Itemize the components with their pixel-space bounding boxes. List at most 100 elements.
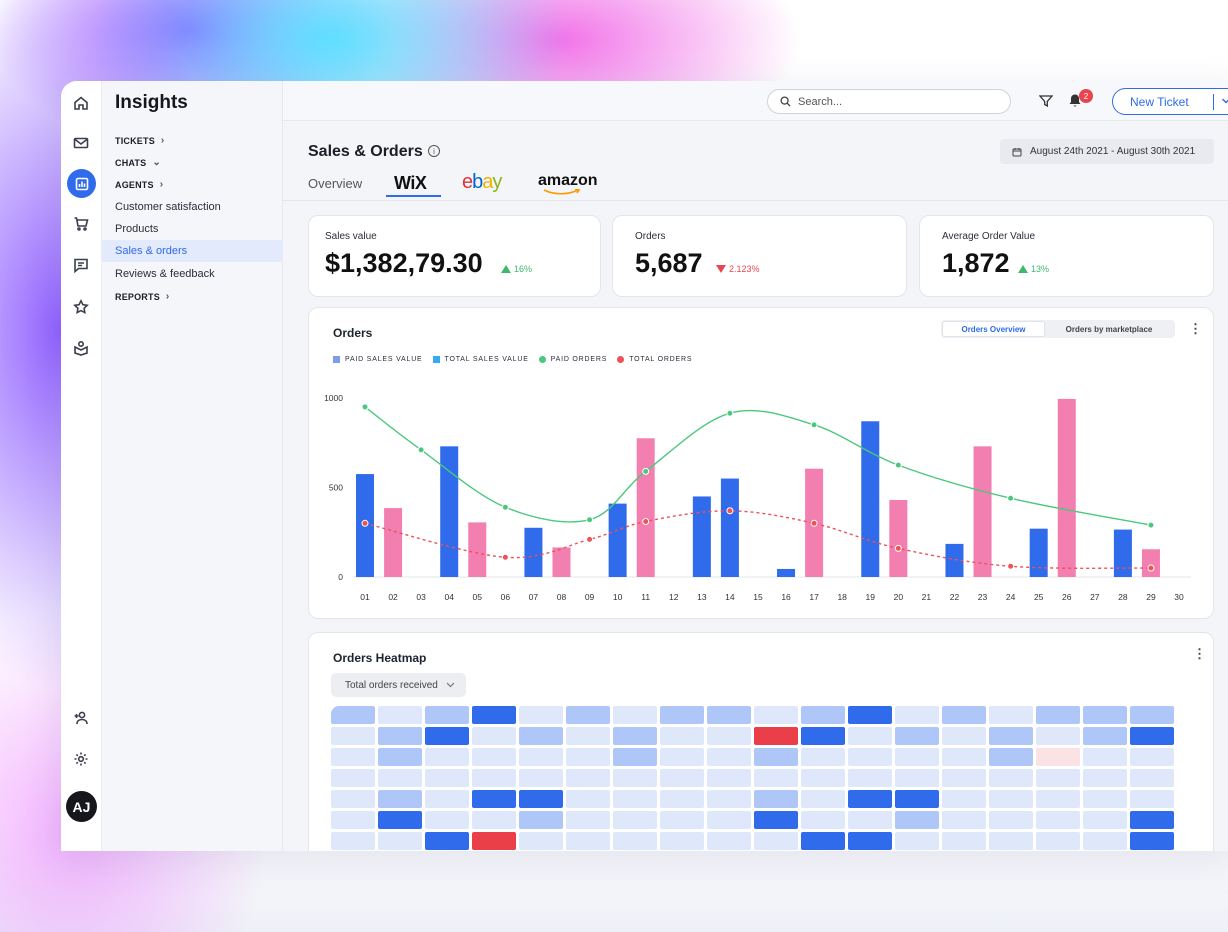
- heatmap-cell[interactable]: [613, 811, 657, 829]
- heatmap-cell[interactable]: [848, 790, 892, 808]
- heatmap-cell[interactable]: [1036, 790, 1080, 808]
- heatmap-cell[interactable]: [1083, 706, 1127, 724]
- heatmap-cell[interactable]: [425, 790, 469, 808]
- heatmap-cell[interactable]: [707, 727, 751, 745]
- heatmap-cell[interactable]: [613, 706, 657, 724]
- heatmap-cell[interactable]: [613, 832, 657, 850]
- heatmap-cell[interactable]: [754, 811, 798, 829]
- heatmap-cell[interactable]: [566, 727, 610, 745]
- cart-icon[interactable]: [69, 212, 93, 236]
- heatmap-cell[interactable]: [472, 727, 516, 745]
- heatmap-cell[interactable]: [801, 832, 845, 850]
- heatmap-cell[interactable]: [801, 790, 845, 808]
- heatmap-cell[interactable]: [425, 727, 469, 745]
- heatmap-cell[interactable]: [848, 706, 892, 724]
- heatmap-cell[interactable]: [425, 832, 469, 850]
- sidebar-section-agents[interactable]: AGENTS ›: [115, 179, 163, 190]
- heatmap-cell[interactable]: [519, 706, 563, 724]
- heatmap-cell[interactable]: [331, 790, 375, 808]
- heatmap-cell[interactable]: [1130, 832, 1174, 850]
- heatmap-cell[interactable]: [519, 832, 563, 850]
- heatmap-cell[interactable]: [848, 769, 892, 787]
- toggle-orders-overview[interactable]: Orders Overview: [942, 321, 1045, 337]
- heatmap-cell[interactable]: [989, 769, 1033, 787]
- insights-chart-icon[interactable]: [67, 169, 96, 198]
- heatmap-cell[interactable]: [1036, 769, 1080, 787]
- heatmap-cell[interactable]: [989, 811, 1033, 829]
- heatmap-cell[interactable]: [613, 748, 657, 766]
- home-icon[interactable]: [69, 91, 93, 115]
- heatmap-cell[interactable]: [1083, 832, 1127, 850]
- heatmap-cell[interactable]: [942, 811, 986, 829]
- heatmap-cell[interactable]: [519, 769, 563, 787]
- heatmap-cell[interactable]: [425, 706, 469, 724]
- heatmap-cell[interactable]: [1083, 790, 1127, 808]
- search-box[interactable]: [767, 89, 1011, 114]
- heatmap-cell[interactable]: [472, 811, 516, 829]
- heatmap-cell[interactable]: [895, 769, 939, 787]
- heatmap-cell[interactable]: [848, 727, 892, 745]
- heatmap-cell[interactable]: [519, 811, 563, 829]
- heatmap-cell[interactable]: [707, 790, 751, 808]
- heatmap-cell[interactable]: [660, 727, 704, 745]
- heatmap-cell[interactable]: [754, 706, 798, 724]
- heatmap-cell[interactable]: [660, 832, 704, 850]
- heatmap-cell[interactable]: [472, 769, 516, 787]
- heatmap-cell[interactable]: [1130, 769, 1174, 787]
- heatmap-cell[interactable]: [1036, 748, 1080, 766]
- star-icon[interactable]: [69, 295, 93, 319]
- heatmap-cell[interactable]: [472, 706, 516, 724]
- heatmap-cell[interactable]: [942, 790, 986, 808]
- bell-icon[interactable]: [1068, 93, 1082, 108]
- heatmap-cell[interactable]: [895, 727, 939, 745]
- heatmap-cell[interactable]: [566, 832, 610, 850]
- heatmap-cell[interactable]: [707, 832, 751, 850]
- heatmap-cell[interactable]: [989, 790, 1033, 808]
- tab-amazon[interactable]: amazon: [538, 172, 598, 195]
- sidebar-section-reports[interactable]: REPORTS ›: [115, 291, 169, 302]
- heatmap-cell[interactable]: [331, 748, 375, 766]
- heatmap-cell[interactable]: [942, 727, 986, 745]
- heatmap-cell[interactable]: [660, 811, 704, 829]
- heatmap-cell[interactable]: [566, 706, 610, 724]
- heatmap-cell[interactable]: [942, 832, 986, 850]
- heatmap-cell[interactable]: [1083, 748, 1127, 766]
- settings-gear-icon[interactable]: [69, 747, 93, 771]
- heatmap-cell[interactable]: [707, 748, 751, 766]
- heatmap-cell[interactable]: [660, 790, 704, 808]
- heatmap-cell[interactable]: [848, 832, 892, 850]
- heatmap-cell[interactable]: [895, 790, 939, 808]
- heatmap-cell[interactable]: [331, 706, 375, 724]
- heatmap-cell[interactable]: [895, 832, 939, 850]
- heatmap-cell[interactable]: [942, 748, 986, 766]
- heatmap-cell[interactable]: [895, 748, 939, 766]
- new-ticket-button[interactable]: New Ticket: [1112, 88, 1228, 115]
- knowledge-base-icon[interactable]: [69, 336, 93, 360]
- heatmap-cell[interactable]: [942, 706, 986, 724]
- filter-icon[interactable]: [1039, 94, 1053, 108]
- heatmap-cell[interactable]: [1036, 727, 1080, 745]
- heatmap-cell[interactable]: [378, 706, 422, 724]
- heatmap-cell[interactable]: [378, 811, 422, 829]
- heatmap-cell[interactable]: [425, 769, 469, 787]
- sidebar-section-chats[interactable]: CHATS ⌄: [115, 157, 161, 168]
- heatmap-cell[interactable]: [1036, 811, 1080, 829]
- heatmap-cell[interactable]: [1130, 811, 1174, 829]
- toggle-orders-by-marketplace[interactable]: Orders by marketplace: [1065, 324, 1153, 334]
- tab-overview[interactable]: Overview: [308, 176, 363, 191]
- heatmap-cell[interactable]: [613, 769, 657, 787]
- heatmap-cell[interactable]: [942, 769, 986, 787]
- mail-icon[interactable]: [69, 131, 93, 155]
- tab-wix[interactable]: WiX: [394, 173, 427, 193]
- heatmap-cell[interactable]: [754, 832, 798, 850]
- message-icon[interactable]: [69, 253, 93, 277]
- heatmap-cell[interactable]: [801, 706, 845, 724]
- sidebar-section-tickets[interactable]: TICKETS ›: [115, 135, 164, 146]
- sidebar-item-reviews-feedback[interactable]: Reviews & feedback: [115, 268, 215, 280]
- heatmap-cell[interactable]: [378, 769, 422, 787]
- heatmap-cell[interactable]: [660, 706, 704, 724]
- heatmap-cell[interactable]: [331, 769, 375, 787]
- heatmap-cell[interactable]: [989, 706, 1033, 724]
- heatmap-cell[interactable]: [519, 727, 563, 745]
- heatmap-cell[interactable]: [989, 748, 1033, 766]
